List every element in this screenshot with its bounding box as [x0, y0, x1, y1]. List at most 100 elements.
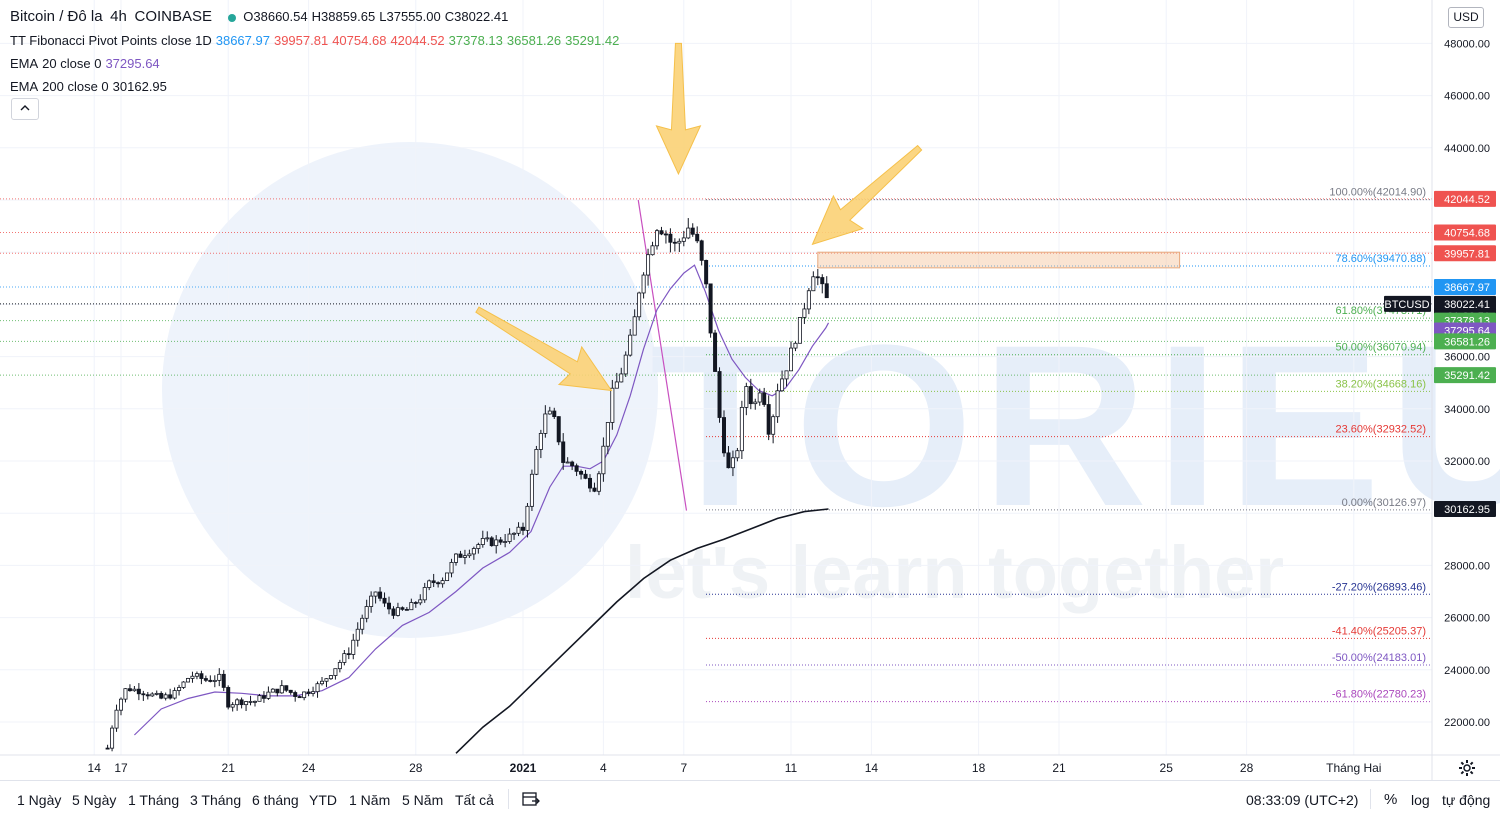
candle-body: [708, 283, 713, 334]
indicator-name: EMA: [10, 79, 39, 94]
candle-body: [413, 602, 418, 604]
toolbar-divider: [508, 789, 509, 809]
indicator-ema20[interactable]: EMA 20 close 0 37295.64: [10, 56, 164, 71]
candle-body: [409, 602, 414, 611]
trendline[interactable]: [637, 199, 688, 511]
fib-level-label: -61.80%(22780.23): [1332, 689, 1426, 701]
candle-body: [592, 487, 597, 492]
candle-body: [378, 591, 383, 599]
x-tick-label: 18: [972, 761, 986, 775]
candle-body: [583, 473, 588, 479]
gear-icon[interactable]: [1458, 759, 1476, 777]
auto-scale-button[interactable]: tự động: [1442, 792, 1491, 808]
y-tick-label: 32000.00: [1444, 456, 1490, 468]
percent-scale-button[interactable]: %: [1384, 791, 1398, 808]
indicator-value: 37378.13: [448, 33, 503, 48]
candle-body: [360, 617, 365, 630]
candle-body: [302, 691, 307, 699]
collapse-legend-button[interactable]: [11, 98, 39, 120]
candle-body: [284, 685, 289, 691]
indicator-value: 39957.81: [273, 33, 329, 48]
x-tick-label: 25: [1160, 761, 1174, 775]
indicator-name: EMA: [10, 56, 39, 71]
candle-body: [623, 354, 628, 375]
resistance-zone[interactable]: [817, 251, 1181, 269]
currency-button[interactable]: USD: [1448, 7, 1484, 28]
indicator-value: 36581.26: [506, 33, 562, 48]
candle-body: [136, 688, 141, 695]
candle-body: [208, 679, 213, 682]
clock-time[interactable]: 08:33:09 (UTC+2): [1246, 792, 1359, 808]
fib-level-label: 100.00%(42014.90): [1329, 187, 1426, 199]
indicator-ema200[interactable]: EMA 200 close 0 30162.95: [10, 79, 171, 94]
timeframe-button[interactable]: 6 tháng: [252, 792, 299, 808]
y-tick-label: 28000.00: [1444, 560, 1490, 572]
timeframe-button[interactable]: 5 Năm: [402, 792, 444, 808]
timeframe-button[interactable]: Tất cả: [455, 792, 494, 808]
candle-body: [717, 371, 722, 418]
candles[interactable]: [105, 218, 829, 752]
candle-body: [722, 417, 727, 454]
candle-body: [824, 283, 829, 299]
candle-body: [386, 602, 391, 610]
price-tag-label: 35291.42: [1444, 370, 1490, 382]
y-tick-label: 24000.00: [1444, 665, 1490, 677]
candle-body: [342, 653, 347, 663]
candle-body: [154, 692, 159, 695]
candle-body: [780, 378, 785, 392]
symbol-name[interactable]: Bitcoin / Đô la: [10, 8, 103, 25]
candle-body: [538, 433, 543, 450]
timeframe-button[interactable]: 1 Ngày: [17, 792, 62, 808]
y-tick-label: 34000.00: [1444, 404, 1490, 416]
candle-body: [480, 538, 485, 545]
x-tick-label: 28: [1240, 761, 1254, 775]
log-scale-button[interactable]: log: [1411, 792, 1430, 808]
candle-body: [288, 689, 293, 693]
candle-body: [681, 237, 686, 242]
candle-body: [279, 685, 284, 694]
ohlc-key: C: [444, 9, 455, 24]
candle-body: [311, 691, 316, 694]
candle-body: [655, 230, 660, 247]
candle-body: [534, 449, 539, 475]
candle-body: [185, 678, 190, 683]
candle-body: [382, 597, 387, 604]
calendar-goto-icon[interactable]: [522, 791, 540, 807]
x-tick-label: 24: [302, 761, 316, 775]
timeframe-button[interactable]: 1 Tháng: [128, 792, 180, 808]
indicator-fib-pivot[interactable]: TT Fibonacci Pivot Points close 1D 38667.9…: [10, 33, 623, 48]
timeframe-button[interactable]: 1 Năm: [349, 792, 391, 808]
timeframe-button[interactable]: YTD: [309, 792, 337, 808]
timeframe-button[interactable]: 3 Tháng: [190, 792, 242, 808]
candle-body: [306, 691, 311, 694]
ema200-line[interactable]: [455, 508, 829, 754]
candle-body: [632, 316, 637, 336]
candle-body: [610, 387, 615, 423]
x-tick-label: 11: [785, 761, 798, 775]
price-tag-label: 30162.95: [1444, 504, 1490, 516]
annotation-arrow[interactable]: [798, 131, 935, 260]
candle-body: [333, 668, 338, 676]
candle-body: [369, 595, 374, 607]
price-tag: [1434, 367, 1496, 384]
candle-body: [105, 747, 110, 750]
timeframe-button[interactable]: 5 Ngày: [72, 792, 117, 808]
candle-body: [516, 526, 521, 534]
annotation-arrow[interactable]: [466, 291, 623, 410]
candle-body: [275, 688, 280, 694]
annotation-arrow[interactable]: [655, 42, 702, 176]
symbol-interval[interactable]: 4h: [110, 8, 127, 25]
candle-body: [123, 688, 128, 700]
price-tag-label: 38022.41: [1444, 299, 1490, 311]
indicator-params: 20 close 0: [42, 56, 102, 71]
fib-level-label: 23.60%(32932.52): [1335, 424, 1426, 436]
chevron-up-icon: [20, 105, 30, 111]
candle-body: [145, 694, 150, 697]
candle-body: [266, 691, 271, 699]
candle-body: [753, 401, 758, 405]
candle-body: [650, 245, 655, 256]
watermark-title: TORIEU: [650, 297, 1500, 554]
candle-body: [811, 276, 816, 292]
